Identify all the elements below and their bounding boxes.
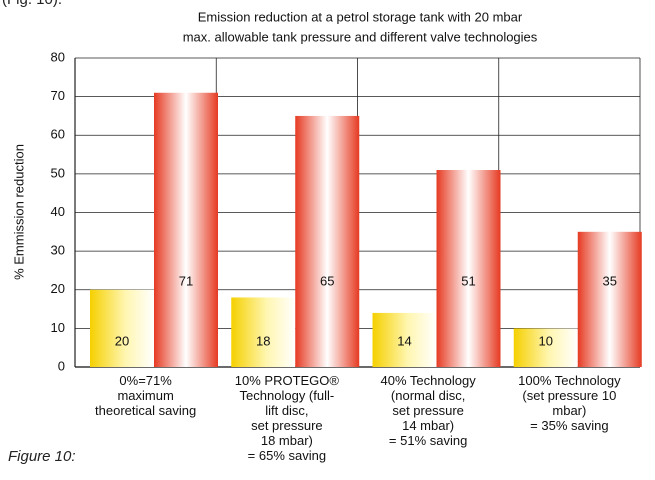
value-label: 71 xyxy=(179,273,193,288)
y-tick-label: 80 xyxy=(51,49,65,64)
value-label: 18 xyxy=(256,333,270,348)
y-tick-label: 0 xyxy=(58,358,65,373)
y-axis-label: % Emmission reduction xyxy=(11,144,26,280)
value-label: 51 xyxy=(461,273,475,288)
bar xyxy=(90,289,154,367)
y-tick-label: 60 xyxy=(51,127,65,142)
value-label: 35 xyxy=(603,273,617,288)
header-text: (Fig. 10). xyxy=(2,0,62,8)
bar xyxy=(154,92,218,367)
bar xyxy=(436,170,501,367)
y-tick-label: 50 xyxy=(51,165,65,180)
bar xyxy=(577,231,642,367)
value-label: 10 xyxy=(539,333,553,348)
x-tick-label: 0%=71% maximum theoretical saving xyxy=(95,373,197,418)
x-tick-label: 40% Technology (normal disc, set pressur… xyxy=(380,373,476,448)
bar xyxy=(231,297,296,367)
chart-title: Emission reduction at a petrol storage t… xyxy=(198,9,523,24)
y-tick-label: 30 xyxy=(51,243,65,258)
y-tick-label: 40 xyxy=(51,204,65,219)
bar xyxy=(372,312,437,367)
y-tick-label: 20 xyxy=(51,281,65,296)
bar xyxy=(295,115,360,367)
bar xyxy=(513,328,578,367)
x-tick-label: 100% Technology (set pressure 10 mbar) =… xyxy=(518,373,621,433)
value-label: 65 xyxy=(320,273,334,288)
value-label: 20 xyxy=(115,333,129,348)
y-tick-label: 10 xyxy=(51,320,65,335)
y-tick-label: 70 xyxy=(51,88,65,103)
x-tick-label: 10% PROTEGO® Technology (full- lift disc… xyxy=(234,373,339,463)
value-label: 14 xyxy=(397,333,411,348)
chart-title: max. allowable tank pressure and differe… xyxy=(183,29,538,44)
figure-caption: Figure 10: xyxy=(8,448,76,465)
